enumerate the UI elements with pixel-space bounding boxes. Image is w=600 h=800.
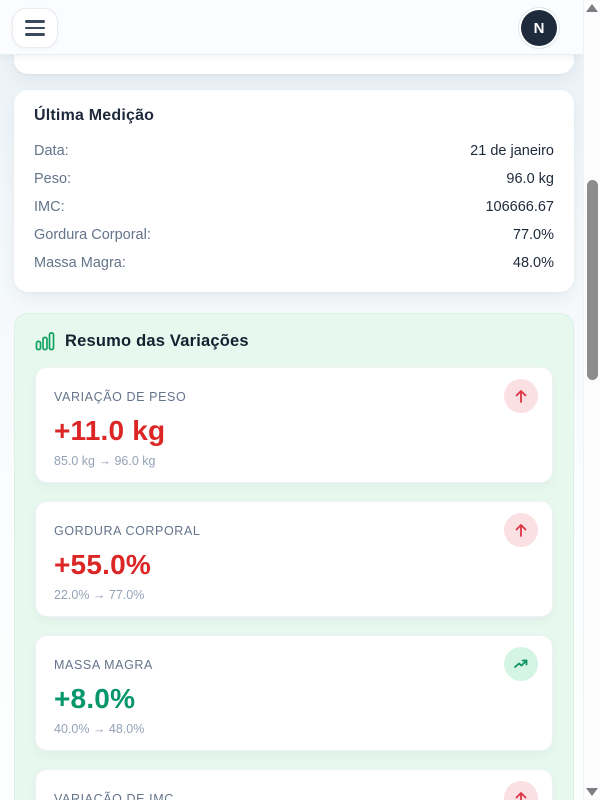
stat-range: 85.0 kg → 96.0 kg — [54, 454, 156, 468]
page-content: N Última Medição Data: 21 de janeiro Pes… — [0, 0, 583, 800]
stat-value: +55.0% — [54, 549, 151, 580]
stat-label: VARIAÇÃO DE PESO — [54, 390, 187, 404]
menu-button[interactable] — [12, 8, 58, 48]
stat-label: VARIAÇÃO DE IMC — [54, 792, 174, 800]
row-label: Massa Magra: — [34, 255, 126, 271]
stat-range: 40.0% → 48.0% — [54, 722, 145, 736]
trend-badge — [504, 647, 538, 681]
row-label: Data: — [34, 143, 69, 159]
variations-summary-section: Resumo das Variações VARIAÇÃO DE PESO +1… — [14, 313, 574, 800]
trending-up-icon — [512, 655, 530, 673]
measurement-row-weight: Peso: 96.0 kg — [34, 165, 554, 193]
measurement-row-date: Data: 21 de janeiro — [34, 137, 554, 165]
trend-badge — [504, 781, 538, 800]
stat-card-bmi-variation: VARIAÇÃO DE IMC — [35, 769, 553, 800]
last-measurement-title: Última Medição — [34, 107, 155, 124]
arrow-up-icon — [512, 789, 530, 800]
row-value: 106666.67 — [485, 199, 554, 215]
stat-label: MASSA MAGRA — [54, 658, 153, 672]
stat-card-weight-variation: VARIAÇÃO DE PESO +11.0 kg 85.0 kg → 96.0… — [35, 367, 553, 483]
measurement-row-leanmass: Massa Magra: 48.0% — [34, 249, 554, 277]
stat-value: +8.0% — [54, 683, 136, 714]
row-value: 77.0% — [512, 227, 554, 243]
variations-header: Resumo das Variações — [35, 331, 553, 351]
row-label: IMC: — [34, 199, 65, 215]
bar-chart-icon — [35, 331, 55, 351]
vertical-scrollbar[interactable] — [583, 0, 600, 800]
arrow-up-icon — [512, 387, 530, 405]
arrow-up-icon — [512, 521, 530, 539]
scrollbar-thumb[interactable] — [587, 180, 598, 380]
variations-title: Resumo das Variações — [65, 331, 249, 350]
stat-card-body-fat: GORDURA CORPORAL +55.0% 22.0% → 77.0% — [35, 501, 553, 617]
row-value: 96.0 kg — [506, 171, 554, 187]
app-header: N — [0, 0, 583, 55]
trend-badge — [504, 513, 538, 547]
row-label: Gordura Corporal: — [34, 227, 151, 243]
measurement-row-bodyfat: Gordura Corporal: 77.0% — [34, 221, 554, 249]
trend-badge — [504, 379, 538, 413]
row-value: 48.0% — [512, 255, 554, 271]
scroll-down-arrow-icon[interactable] — [586, 788, 598, 796]
scroll-up-arrow-icon[interactable] — [586, 4, 598, 12]
row-label: Peso: — [34, 171, 72, 187]
last-measurement-card: Última Medição Data: 21 de janeiro Peso:… — [14, 90, 574, 292]
user-avatar[interactable]: N — [521, 10, 557, 46]
stat-card-lean-mass: MASSA MAGRA +8.0% 40.0% → 48.0% — [35, 635, 553, 751]
stat-value: +11.0 kg — [54, 415, 166, 446]
stat-label: GORDURA CORPORAL — [54, 524, 201, 538]
measurement-row-bmi: IMC: 106666.67 — [34, 193, 554, 221]
row-value: 21 de janeiro — [470, 143, 554, 159]
stat-range: 22.0% → 77.0% — [54, 588, 145, 602]
